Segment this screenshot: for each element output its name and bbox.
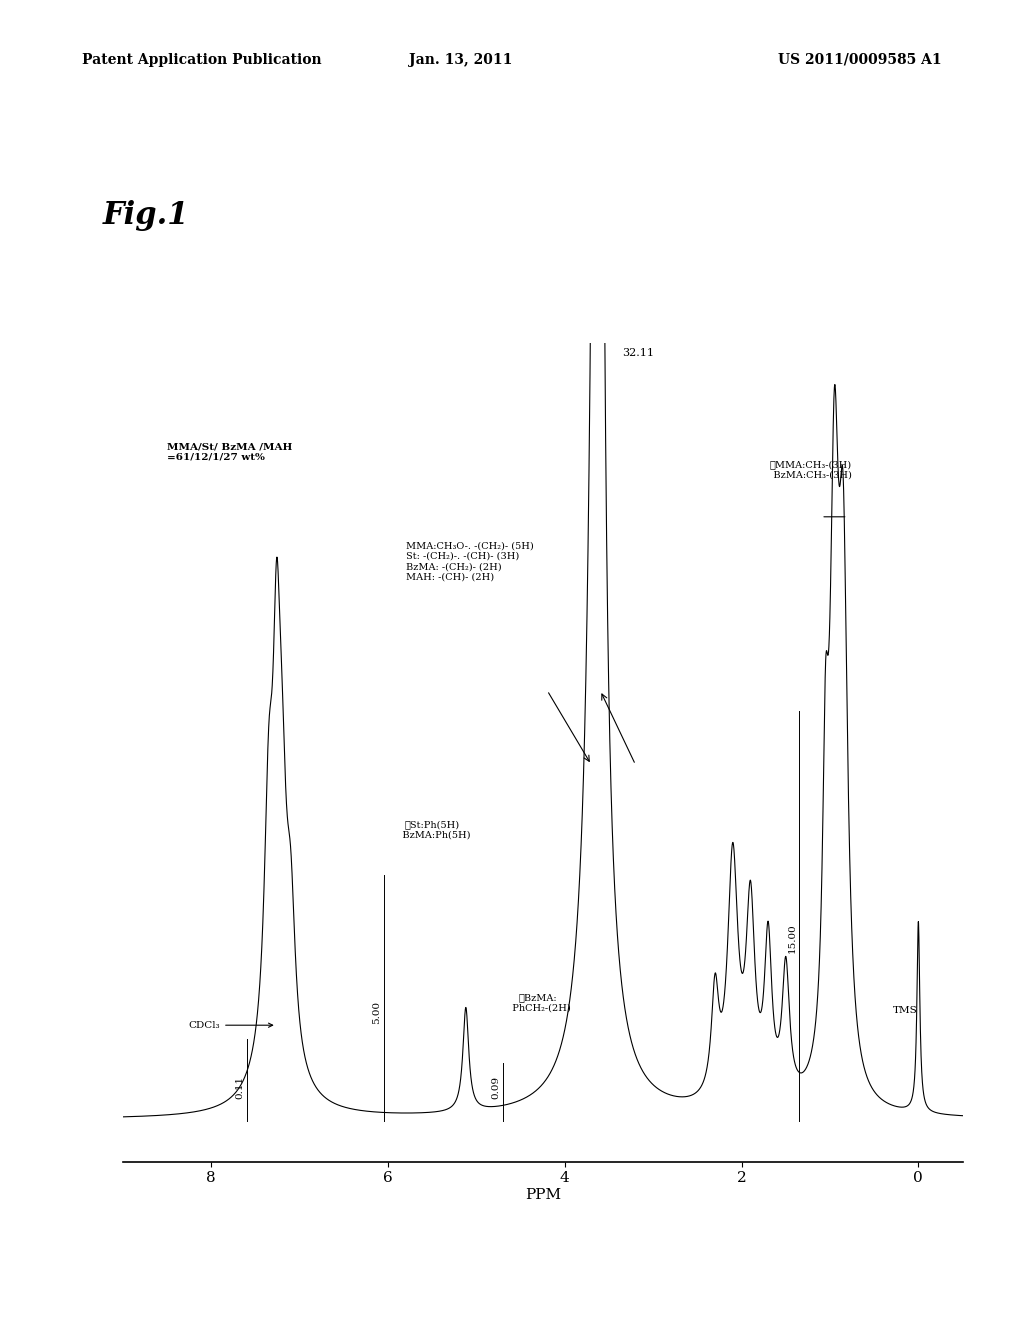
Text: TMS: TMS [893,1006,918,1015]
Text: US 2011/0009585 A1: US 2011/0009585 A1 [778,53,942,67]
Text: MMA/St/ BzMA /MAH
=61/12/1/27 wt%: MMA/St/ BzMA /MAH =61/12/1/27 wt% [167,442,293,462]
Text: ③MMA:CH₃-(3H)
   BzMA:CH₃-(3H): ③MMA:CH₃-(3H) BzMA:CH₃-(3H) [764,461,852,479]
X-axis label: PPM: PPM [524,1188,561,1203]
Text: 15.00: 15.00 [787,924,797,953]
Text: Patent Application Publication: Patent Application Publication [82,53,322,67]
Text: ②St:Ph(5H)
   BzMA:Ph(5H): ②St:Ph(5H) BzMA:Ph(5H) [393,820,471,840]
Text: 0.11: 0.11 [236,1076,244,1098]
Text: CDCl₃: CDCl₃ [188,1020,272,1030]
Text: MMA:CH₃O-. -(CH₂)- (5H)
St: -(CH₂)-. -(CH)- (3H)
BzMA: -(CH₂)- (2H)
MAH: -(CH)- : MMA:CH₃O-. -(CH₂)- (5H) St: -(CH₂)-. -(C… [406,541,534,582]
Text: Jan. 13, 2011: Jan. 13, 2011 [410,53,512,67]
Text: 32.11: 32.11 [623,347,654,358]
Text: 5.00: 5.00 [372,1002,381,1024]
Text: ①BzMA:
  PhCH₂-(2H): ①BzMA: PhCH₂-(2H) [506,994,570,1012]
Text: 0.09: 0.09 [492,1076,501,1098]
Text: Fig.1: Fig.1 [102,201,188,231]
